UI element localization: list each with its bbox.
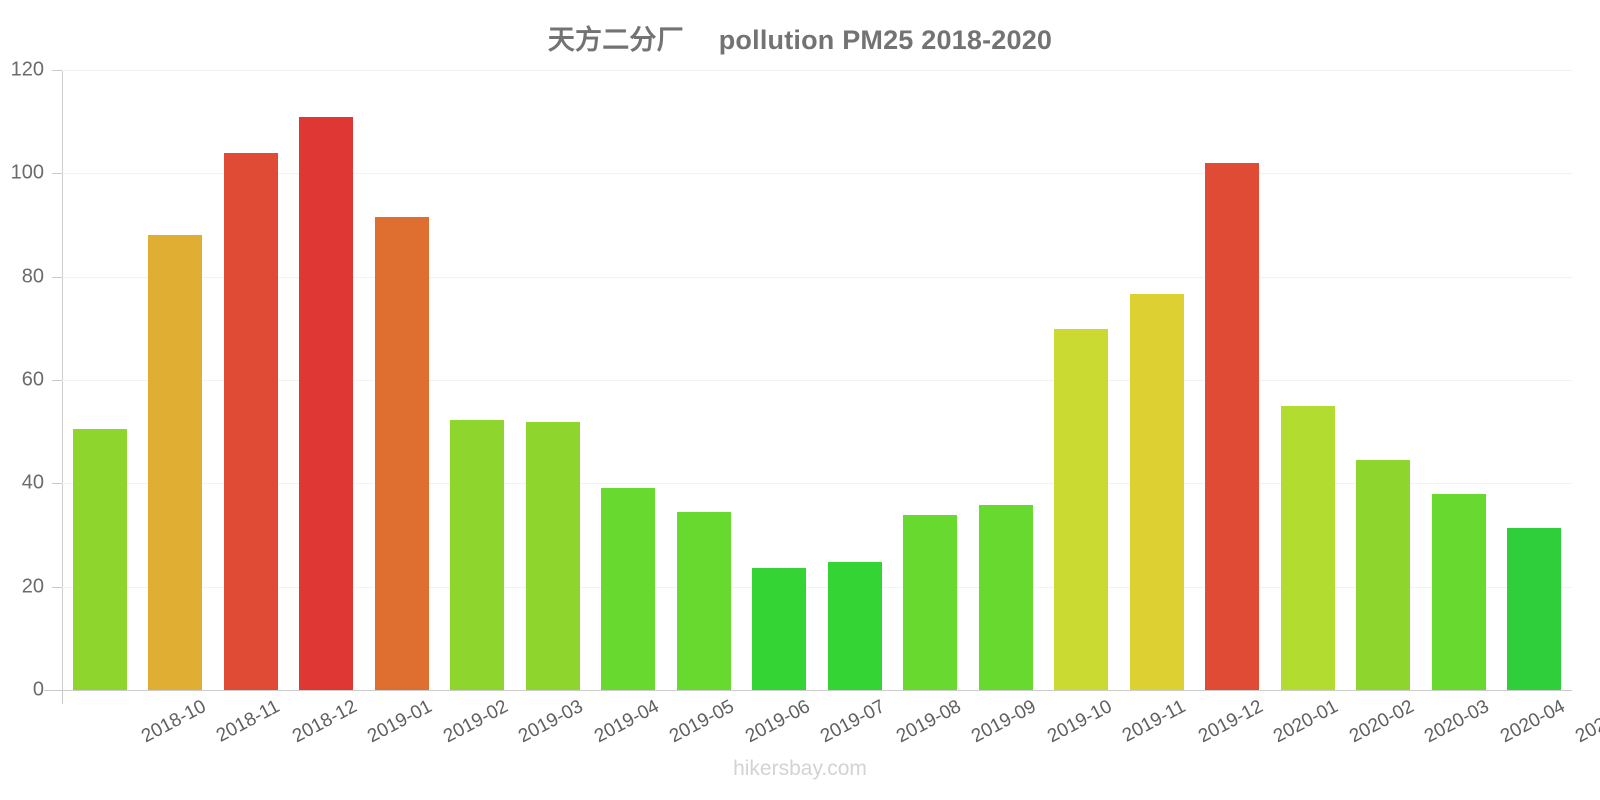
bar-2018-10[interactable] — [72, 429, 127, 690]
bar-2018-11[interactable] — [148, 235, 203, 690]
x-tick-label: 2018-11 — [213, 696, 284, 747]
y-tick-label: 60 — [21, 368, 44, 391]
gridline — [62, 173, 1572, 175]
gridline — [62, 276, 1572, 278]
x-tick-label: 2019-12 — [1194, 696, 1267, 748]
y-tick-mark — [52, 380, 63, 381]
x-tick-label: 2018-12 — [288, 696, 361, 748]
x-tick-label: 2019-01 — [364, 696, 436, 748]
x-tick-label: 2019-05 — [666, 696, 738, 748]
y-tick-mark — [52, 690, 63, 691]
bar-2020-04[interactable] — [1431, 493, 1486, 690]
bar-2019-07[interactable] — [752, 567, 807, 690]
bar-2020-02[interactable] — [1280, 406, 1335, 690]
bar-2019-02[interactable] — [374, 217, 429, 690]
plot-area — [62, 70, 1572, 690]
gridline — [62, 483, 1572, 485]
bar-2019-08[interactable] — [827, 561, 882, 690]
x-tick-label: 2020-02 — [1345, 696, 1418, 748]
bar-2019-12[interactable] — [1129, 293, 1184, 690]
x-tick-label: 2018-10 — [137, 696, 210, 748]
x-tick-label: 2020-04 — [1496, 696, 1569, 748]
bar-2019-03[interactable] — [450, 419, 505, 690]
x-tick-label: 2019-06 — [741, 696, 814, 748]
x-tick-label: 2019-09 — [968, 696, 1040, 748]
y-tick-label: 20 — [21, 575, 44, 598]
bar-2019-01[interactable] — [299, 116, 354, 690]
x-tick-label: 2019-02 — [439, 696, 512, 748]
bar-2020-03[interactable] — [1356, 460, 1411, 690]
y-tick-label: 80 — [21, 265, 44, 288]
bar-2020-01[interactable] — [1205, 163, 1260, 690]
x-tick-label: 2019-10 — [1043, 696, 1116, 748]
y-tick-mark — [52, 483, 63, 485]
bar-2020-05[interactable] — [1507, 528, 1562, 690]
watermark-hikersbay: hikersbay.com — [733, 757, 867, 780]
x-tick-label: 2020-05 — [1572, 696, 1600, 748]
bar-2018-12[interactable] — [223, 152, 278, 690]
x-tick-label: 2019-08 — [892, 696, 965, 748]
y-tick-mark — [52, 586, 63, 588]
x-tick-label: 2019-11 — [1119, 696, 1190, 747]
y-tick-mark — [52, 70, 63, 71]
y-tick-label: 0 — [32, 678, 44, 701]
y-tick-mark — [52, 173, 63, 175]
bar-2019-10[interactable] — [978, 505, 1033, 690]
x-tick-label: 2019-03 — [515, 696, 587, 748]
y-tick-label: 40 — [21, 471, 44, 494]
y-tick-label: 120 — [10, 58, 44, 81]
bar-2019-11[interactable] — [1054, 329, 1109, 690]
gridline — [62, 380, 1572, 381]
x-axis-line — [44, 690, 1572, 691]
y-tick-mark — [52, 276, 63, 278]
bar-2019-04[interactable] — [525, 421, 580, 690]
x-tick-label: 2019-07 — [817, 696, 889, 748]
x-tick-label: 2019-04 — [590, 696, 663, 748]
gridline — [62, 586, 1572, 588]
bar-2019-06[interactable] — [676, 512, 731, 690]
y-tick-label: 100 — [10, 161, 44, 184]
x-tick-label: 2020-01 — [1270, 696, 1342, 748]
bar-2019-09[interactable] — [903, 514, 958, 690]
bar-2019-05[interactable] — [601, 487, 656, 690]
chart-title: 天方二分厂 pollution PM25 2018-2020 — [547, 25, 1053, 55]
x-tick-label: 2020-03 — [1421, 696, 1493, 748]
x-axis-origin-tick — [62, 690, 63, 704]
gridline — [62, 70, 1572, 71]
